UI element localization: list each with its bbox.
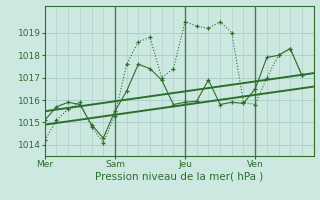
X-axis label: Pression niveau de la mer( hPa ): Pression niveau de la mer( hPa ) — [95, 172, 263, 182]
